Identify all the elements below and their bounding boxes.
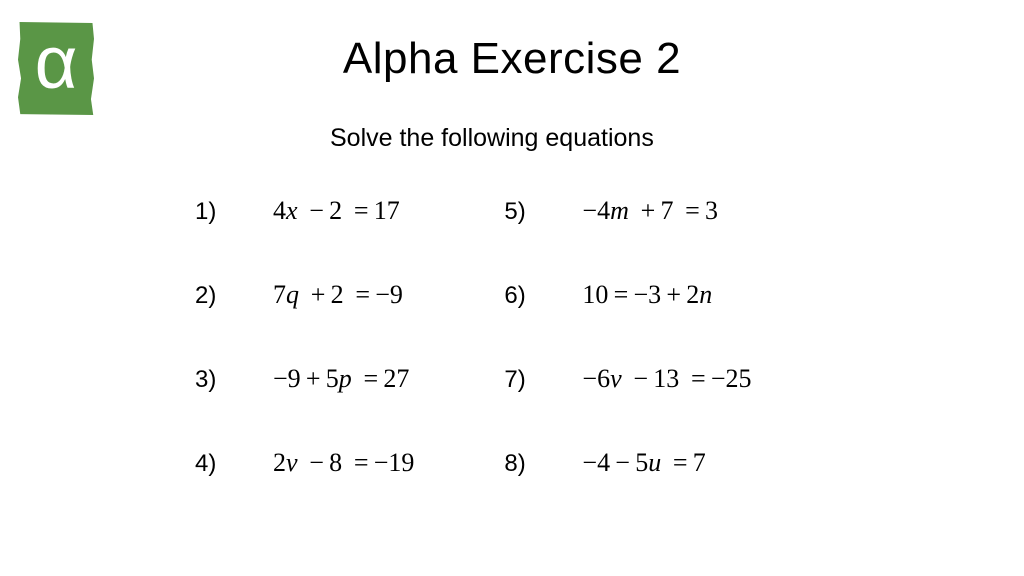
problem-number: 6) <box>504 282 582 310</box>
equation: −4m + 7 = 3 <box>582 196 718 226</box>
problem-columns: 1) 4x − 2 = 17 2) 7q + 2 = −9 3) −9 <box>195 196 964 478</box>
equation: 7q + 2 = −9 <box>273 280 403 310</box>
problem-4: 4) 2v − 8 = −19 <box>195 448 414 478</box>
problem-number: 4) <box>195 450 273 478</box>
equation: 2v − 8 = −19 <box>273 448 414 478</box>
column-left: 1) 4x − 2 = 17 2) 7q + 2 = −9 3) −9 <box>195 196 414 478</box>
problem-7: 7) −6v − 13 = −25 <box>504 364 751 394</box>
worksheet-page: α Alpha Exercise 2 Solve the following e… <box>0 0 1024 576</box>
equation: 10 = −3 + 2n <box>582 280 712 310</box>
problem-number: 5) <box>504 198 582 226</box>
problem-2: 2) 7q + 2 = −9 <box>195 280 414 310</box>
equation: −6v − 13 = −25 <box>582 364 751 394</box>
problem-6: 6) 10 = −3 + 2n <box>504 280 751 310</box>
problem-3: 3) −9 + 5p = 27 <box>195 364 414 394</box>
problem-number: 1) <box>195 198 273 226</box>
problem-1: 1) 4x − 2 = 17 <box>195 196 414 226</box>
page-title: Alpha Exercise 2 <box>0 34 1024 84</box>
equation: −9 + 5p = 27 <box>273 364 409 394</box>
problem-number: 8) <box>504 450 582 478</box>
column-right: 5) −4m + 7 = 3 6) 10 = −3 + 2n 7) −6v − … <box>504 196 751 478</box>
problem-8: 8) −4 − 5u = 7 <box>504 448 751 478</box>
problem-number: 7) <box>504 366 582 394</box>
page-subtitle: Solve the following equations <box>330 124 654 153</box>
problem-number: 3) <box>195 366 273 394</box>
equation: 4x − 2 = 17 <box>273 196 400 226</box>
equation: −4 − 5u = 7 <box>582 448 705 478</box>
problem-5: 5) −4m + 7 = 3 <box>504 196 751 226</box>
problem-number: 2) <box>195 282 273 310</box>
